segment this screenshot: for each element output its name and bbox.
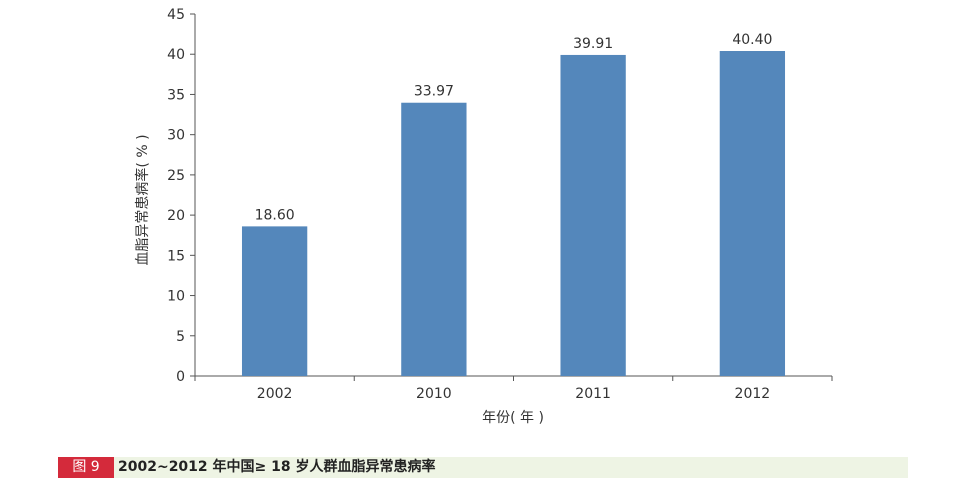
bar-chart: 0 5 10 15 20 25 30 35 40 45 2002 2010 2011 2012 18.6… [134, 7, 833, 426]
bar [560, 54, 626, 376]
bar-value-label: 40.40 [732, 32, 772, 48]
bar-value-label: 18.60 [255, 207, 295, 223]
x-axis-title: 年份( 年 ) [482, 410, 544, 426]
figure-caption-bar: 图 9 2002~2012 年中国≥ 18 岁人群血脂异常患病率 [58, 457, 908, 478]
bars: 18.60 33.97 39.91 40.40 [241, 32, 786, 376]
y-tick-label: 10 [167, 289, 185, 305]
x-tick-label: 2002 [257, 386, 293, 402]
figure-caption: 2002~2012 年中国≥ 18 岁人群血脂异常患病率 [118, 459, 436, 475]
y-axis-title: 血脂异常患病率( % ) [134, 134, 151, 265]
bar [241, 226, 308, 376]
y-tick-label: 30 [167, 128, 185, 144]
y-tick-label: 15 [167, 248, 185, 264]
bar [719, 51, 786, 376]
bar-value-label: 39.91 [573, 36, 613, 52]
x-tick-label: 2012 [735, 386, 771, 402]
y-tick-label: 5 [176, 329, 185, 345]
figure-number-tag: 图 9 [58, 457, 114, 478]
x-tick-label: 2010 [416, 386, 452, 402]
x-tick-label: 2011 [575, 386, 611, 402]
y-axis: 0 5 10 15 20 25 30 35 40 45 [167, 7, 196, 385]
x-axis: 2002 2010 2011 2012 [194, 375, 833, 402]
bar [401, 102, 467, 376]
y-tick-label: 0 [176, 369, 185, 385]
y-tick-label: 20 [167, 208, 185, 224]
y-tick-label: 45 [167, 7, 185, 23]
bar-value-label: 33.97 [414, 84, 454, 100]
y-tick-label: 35 [167, 87, 185, 103]
y-tick-label: 25 [167, 168, 185, 184]
y-tick-label: 40 [167, 47, 185, 63]
